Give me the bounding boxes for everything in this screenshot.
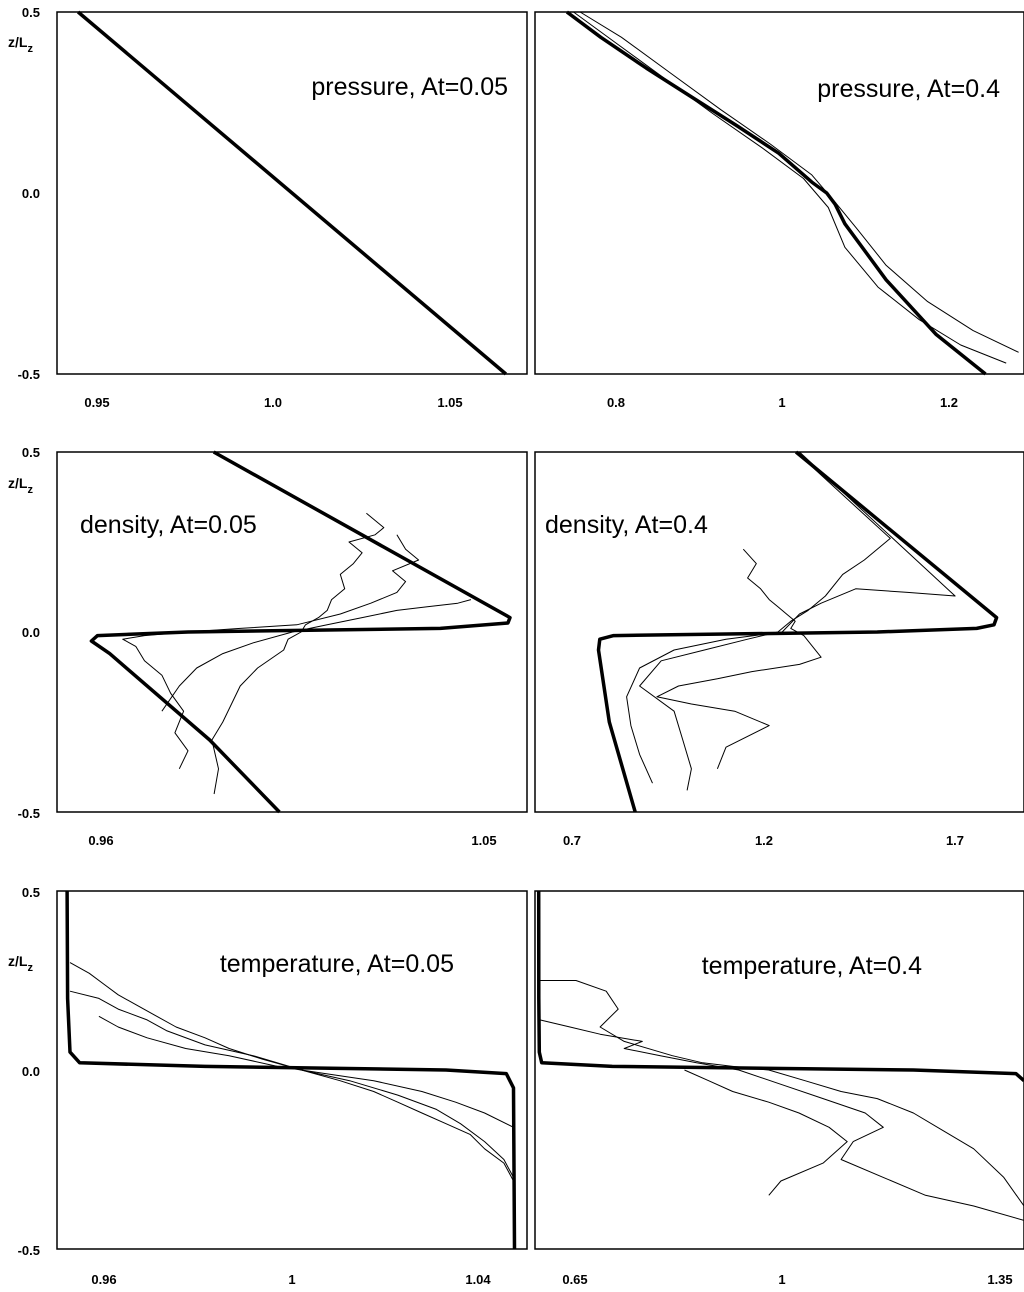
x-tick-labels: 0.8 1 1.2 xyxy=(607,395,958,410)
panel-title: density, At=0.4 xyxy=(545,511,708,539)
x-tick-label: 0.8 xyxy=(607,395,625,410)
plot-frame xyxy=(56,890,528,1250)
plot-frame xyxy=(534,11,1024,375)
panel-title: temperature, At=0.05 xyxy=(220,950,454,978)
panel-pressure-at005: pressure, At=0.05 z/Lz 0.5 0.0 -0.5 0.95… xyxy=(8,5,528,410)
y-tick-label-bottom: -0.5 xyxy=(18,1243,40,1258)
x-tick-label: 0.95 xyxy=(84,395,109,410)
x-tick-label: 0.7 xyxy=(563,833,581,848)
x-tick-labels: 0.96 1.05 xyxy=(88,833,496,848)
panel-title: density, At=0.05 xyxy=(80,511,257,539)
x-tick-label: 1 xyxy=(288,1272,295,1287)
y-label-base: z/L xyxy=(8,34,28,50)
x-tick-label: 1.04 xyxy=(465,1272,491,1287)
mean-profile-line-0 xyxy=(536,890,1024,1083)
x-tick-label: 1 xyxy=(778,1272,785,1287)
x-tick-label: 1.05 xyxy=(437,395,462,410)
x-tick-label: 1.2 xyxy=(940,395,958,410)
instantaneous-profile-line-2 xyxy=(539,1019,1024,1221)
instantaneous-profile-line-3 xyxy=(684,1069,848,1196)
instantaneous-profile-line-1 xyxy=(573,11,1007,364)
mean-profile-line-0 xyxy=(65,890,517,1250)
instantaneous-profile-line-2 xyxy=(69,990,514,1178)
y-tick-labels: 0.5 0.0 -0.5 xyxy=(18,5,40,382)
y-tick-labels: 0.5 0.0 -0.5 xyxy=(18,445,40,821)
panel-density-at04: density, At=0.4 0.7 1.2 1.7 xyxy=(534,450,1024,848)
y-axis-label: z/Lz xyxy=(8,953,33,974)
plot-frame xyxy=(56,11,528,375)
x-tick-label: 1 xyxy=(778,395,785,410)
y-tick-label-bottom: -0.5 xyxy=(18,806,40,821)
y-tick-label-mid: 0.0 xyxy=(22,625,40,640)
panel-title: pressure, At=0.4 xyxy=(817,75,1000,103)
panel-title: temperature, At=0.4 xyxy=(702,952,922,980)
x-tick-label: 0.96 xyxy=(88,833,113,848)
y-axis-label: z/Lz xyxy=(8,475,33,496)
instantaneous-profile-line-2 xyxy=(122,534,420,770)
x-tick-label: 1.7 xyxy=(946,833,964,848)
series-group xyxy=(565,10,1019,376)
instantaneous-profile-line-1 xyxy=(539,980,1024,1207)
y-tick-label-mid: 0.0 xyxy=(22,1064,40,1079)
instantaneous-profile-line-2 xyxy=(626,451,956,784)
panel-density-at005: density, At=0.05 z/Lz 0.5 0.0 -0.5 0.96 … xyxy=(8,445,528,848)
x-tick-label: 1.0 xyxy=(264,395,282,410)
series-group xyxy=(76,10,508,376)
mean-profile-line-0 xyxy=(76,10,508,376)
y-label-subscript: z xyxy=(27,962,33,974)
x-tick-labels: 0.95 1.0 1.05 xyxy=(84,395,462,410)
y-label-subscript: z xyxy=(27,43,33,55)
mean-profile-line-0 xyxy=(89,450,512,814)
y-label-base: z/L xyxy=(8,475,28,491)
mean-profile-line-0 xyxy=(596,450,999,813)
series-group xyxy=(596,450,999,813)
x-tick-label: 0.65 xyxy=(562,1272,587,1287)
x-tick-label: 0.96 xyxy=(91,1272,116,1287)
y-tick-label-top: 0.5 xyxy=(22,5,40,20)
y-label-subscript: z xyxy=(27,484,33,496)
series-group xyxy=(65,890,517,1250)
x-tick-label: 1.35 xyxy=(987,1272,1012,1287)
panel-temperature-at005: temperature, At=0.05 z/Lz 0.5 0.0 -0.5 0… xyxy=(8,885,528,1287)
instantaneous-profile-line-1 xyxy=(211,512,385,795)
y-tick-labels: 0.5 0.0 -0.5 xyxy=(18,885,40,1258)
y-tick-label-mid: 0.0 xyxy=(22,186,40,201)
instantaneous-profile-line-3 xyxy=(161,599,472,712)
y-tick-label-top: 0.5 xyxy=(22,885,40,900)
y-label-base: z/L xyxy=(8,953,28,969)
x-tick-labels: 0.65 1 1.35 xyxy=(562,1272,1012,1287)
plot-frame xyxy=(534,451,1024,813)
series-group xyxy=(89,450,512,814)
panel-title: pressure, At=0.05 xyxy=(311,73,508,101)
plot-frame xyxy=(56,451,528,813)
plot-frame xyxy=(534,890,1024,1250)
x-tick-label: 1.2 xyxy=(755,833,773,848)
mean-profile-line-0 xyxy=(565,10,987,376)
x-tick-labels: 0.7 1.2 1.7 xyxy=(563,833,964,848)
x-tick-label: 1.05 xyxy=(471,833,496,848)
panel-pressure-at04: pressure, At=0.4 0.8 1 1.2 xyxy=(534,10,1024,410)
y-tick-label-top: 0.5 xyxy=(22,445,40,460)
instantaneous-profile-line-2 xyxy=(579,11,1019,353)
y-axis-label: z/Lz xyxy=(8,34,33,55)
instantaneous-profile-line-3 xyxy=(656,548,822,769)
panel-temperature-at04: temperature, At=0.4 0.65 1 1.35 xyxy=(534,890,1024,1287)
instantaneous-profile-line-3 xyxy=(98,1015,514,1128)
y-tick-label-bottom: -0.5 xyxy=(18,367,40,382)
instantaneous-profile-line-1 xyxy=(639,451,891,791)
x-tick-labels: 0.96 1 1.04 xyxy=(91,1272,491,1287)
series-group xyxy=(536,890,1024,1221)
